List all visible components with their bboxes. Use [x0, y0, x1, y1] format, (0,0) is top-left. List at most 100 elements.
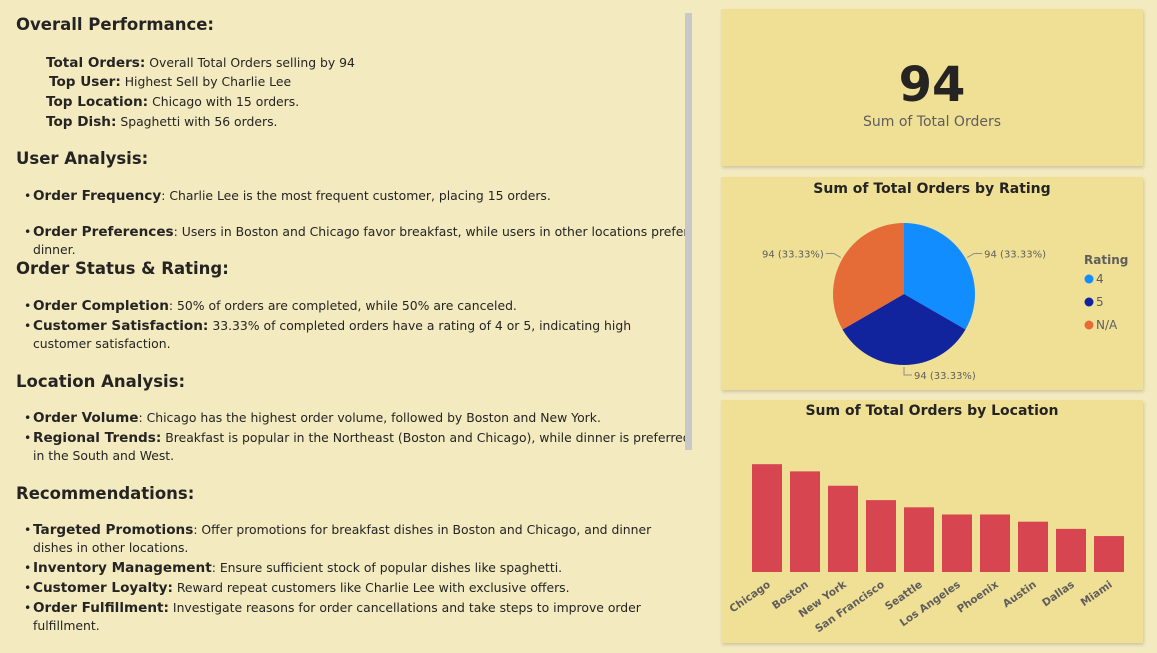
- pie-legend-marker[interactable]: [1084, 320, 1094, 330]
- inventory-management-item: • Inventory Management: Ensure sufficient…: [24, 559, 693, 577]
- bar-category-label: Phoenix: [955, 579, 1001, 616]
- order-preferences-label: Order Preferences: [33, 224, 174, 240]
- bar-los-angeles[interactable]: [942, 514, 972, 573]
- kpi-card[interactable]: 94 Sum of Total Orders: [721, 9, 1143, 166]
- bullet: •: [24, 410, 32, 425]
- order-completion-text: : 50% of orders are completed, while 50%…: [168, 298, 517, 313]
- user-analysis-heading: User Analysis:: [16, 149, 149, 168]
- pie-data-label: 94 (33.33%): [762, 250, 824, 261]
- location-analysis-heading: Location Analysis:: [16, 372, 186, 391]
- narrative-panel: Overall Performance: Total Orders: Overa…: [16, 15, 693, 635]
- order-preferences-text: : Users in Boston and Chicago favor brea…: [33, 224, 689, 257]
- bar-category-label: San Francisco: [813, 579, 887, 636]
- kpi-value: 94: [898, 57, 966, 113]
- customer-loyalty-label: Customer Loyalty:: [33, 580, 173, 596]
- bar-austin[interactable]: [1018, 521, 1048, 572]
- top-user-text: Highest Sell by Charlie Lee: [120, 74, 292, 89]
- bar-category-label: Dallas: [1040, 579, 1077, 610]
- pie-chart-title: Sum of Total Orders by Rating: [813, 181, 1051, 197]
- pie-leader-line: [825, 253, 842, 258]
- pie-legend-title: Rating: [1084, 253, 1128, 267]
- order-frequency-item: • Order Frequency: Charlie Lee is the mos…: [24, 187, 693, 205]
- bar-boston[interactable]: [790, 471, 820, 572]
- bar-miami[interactable]: [1094, 536, 1124, 572]
- top-user-label: Top User:: [49, 74, 121, 90]
- inventory-management-text: : Ensure sufficient stock of popular dis…: [211, 560, 563, 575]
- bar-phoenix[interactable]: [980, 514, 1010, 573]
- bar-new-york[interactable]: [828, 485, 858, 572]
- regional-trends-label: Regional Trends:: [33, 430, 162, 446]
- pie-data-label: 94 (33.33%): [984, 250, 1046, 261]
- order-fulfillment-label: Order Fulfillment:: [33, 600, 169, 616]
- regional-trends-text: Breakfast is popular in the Northeast (B…: [33, 430, 691, 463]
- pie-slice-4[interactable]: [904, 223, 975, 330]
- order-completion-item: • Order Completion: 50% of orders are com…: [24, 297, 693, 315]
- order-completion-label: Order Completion: [33, 298, 169, 314]
- order-frequency-text: : Charlie Lee is the most frequent custo…: [161, 188, 551, 203]
- bullet: •: [24, 298, 32, 313]
- regional-trends-item: • Regional Trends: Breakfast is popular i…: [24, 429, 693, 465]
- pie-legend-label[interactable]: 5: [1096, 295, 1104, 309]
- pie-slice-na[interactable]: [833, 223, 904, 330]
- overall-heading: Overall Performance:: [16, 15, 215, 34]
- kpi-label: Sum of Total Orders: [862, 114, 1002, 130]
- bar-category-label: Austin: [1001, 579, 1039, 611]
- total-orders-label: Total Orders:: [46, 55, 146, 71]
- total-orders-line: Total Orders: Overall Total Orders selli…: [46, 54, 355, 72]
- total-orders-text: Overall Total Orders selling by 94: [145, 55, 355, 70]
- bar-category-label: Chicago: [727, 579, 772, 616]
- top-location-line: Top Location: Chicago with 15 orders.: [46, 93, 299, 111]
- pie-leader-line: [903, 367, 912, 376]
- bullet: •: [24, 560, 32, 575]
- top-location-label: Top Location:: [46, 94, 149, 110]
- targeted-promotions-label: Targeted Promotions: [33, 522, 194, 538]
- top-dish-text: Spaghetti with 56 orders.: [116, 114, 278, 129]
- top-location-text: Chicago with 15 orders.: [148, 94, 300, 109]
- pie-data-label: 94 (33.33%): [914, 371, 976, 382]
- customer-loyalty-text: Reward repeat customers like Charlie Lee…: [172, 580, 570, 595]
- bar-dallas[interactable]: [1056, 528, 1086, 572]
- top-user-line: Top User: Highest Sell by Charlie Lee: [49, 73, 291, 91]
- customer-loyalty-item: • Customer Loyalty: Reward repeat custome…: [24, 579, 693, 597]
- bar-san-francisco[interactable]: [866, 500, 896, 572]
- targeted-promotions-item: • Targeted Promotions: Offer promotions f…: [24, 521, 693, 557]
- order-volume-label: Order Volume: [33, 410, 139, 426]
- bar-chicago[interactable]: [752, 464, 782, 572]
- order-frequency-label: Order Frequency: [33, 188, 162, 204]
- inventory-management-label: Inventory Management: [33, 560, 212, 576]
- order-volume-item: • Order Volume: Chicago has the highest o…: [24, 409, 693, 427]
- pie-legend-label[interactable]: 4: [1096, 272, 1104, 286]
- bullet: •: [24, 224, 32, 239]
- customer-satisfaction-label: Customer Satisfaction:: [33, 318, 209, 334]
- order-fulfillment-item: • Order Fulfillment: Investigate reasons …: [24, 599, 693, 635]
- pie-leader-line: [966, 253, 983, 258]
- order-volume-text: : Chicago has the highest order volume, …: [138, 410, 601, 425]
- top-dish-line: Top Dish: Spaghetti with 56 orders.: [46, 113, 278, 131]
- bar-seattle[interactable]: [904, 507, 934, 572]
- bullet: •: [24, 188, 32, 203]
- pie-legend-marker[interactable]: [1084, 297, 1094, 307]
- recommendations-heading: Recommendations:: [16, 484, 195, 503]
- pie-chart: 94 (33.33%) 94 (33.33%) 94 (33.33%) Rating 4…: [762, 223, 1128, 382]
- bar-category-label: Miami: [1079, 579, 1115, 609]
- scrollbar[interactable]: [685, 13, 692, 450]
- bar-chart-title: Sum of Total Orders by Location: [805, 403, 1059, 419]
- bullet: •: [24, 600, 32, 615]
- bullet: •: [24, 430, 32, 445]
- customer-satisfaction-text: 33.33% of completed orders have a rating…: [33, 318, 632, 351]
- bullet: •: [24, 580, 32, 595]
- status-rating-heading: Order Status & Rating:: [16, 259, 229, 278]
- pie-legend-label[interactable]: N/A: [1096, 318, 1118, 332]
- order-preferences-item: • Order Preferences: Users in Boston and …: [24, 223, 693, 259]
- bullet: •: [24, 318, 32, 333]
- pie-legend-marker[interactable]: [1084, 274, 1094, 284]
- order-fulfillment-text: Investigate reasons for order cancellati…: [33, 600, 641, 633]
- bullet: •: [24, 522, 32, 537]
- customer-satisfaction-item: • Customer Satisfaction: 33.33% of comple…: [24, 317, 693, 353]
- bar-chart-card[interactable]: Sum of Total Orders by Location Chicago B…: [721, 400, 1143, 643]
- pie-slice-5[interactable]: [842, 294, 966, 365]
- top-dish-label: Top Dish:: [46, 114, 117, 130]
- pie-chart-card[interactable]: Sum of Total Orders by Rating 94 (33.33%…: [721, 177, 1143, 390]
- targeted-promotions-text: : Offer promotions for breakfast dishes …: [33, 522, 652, 555]
